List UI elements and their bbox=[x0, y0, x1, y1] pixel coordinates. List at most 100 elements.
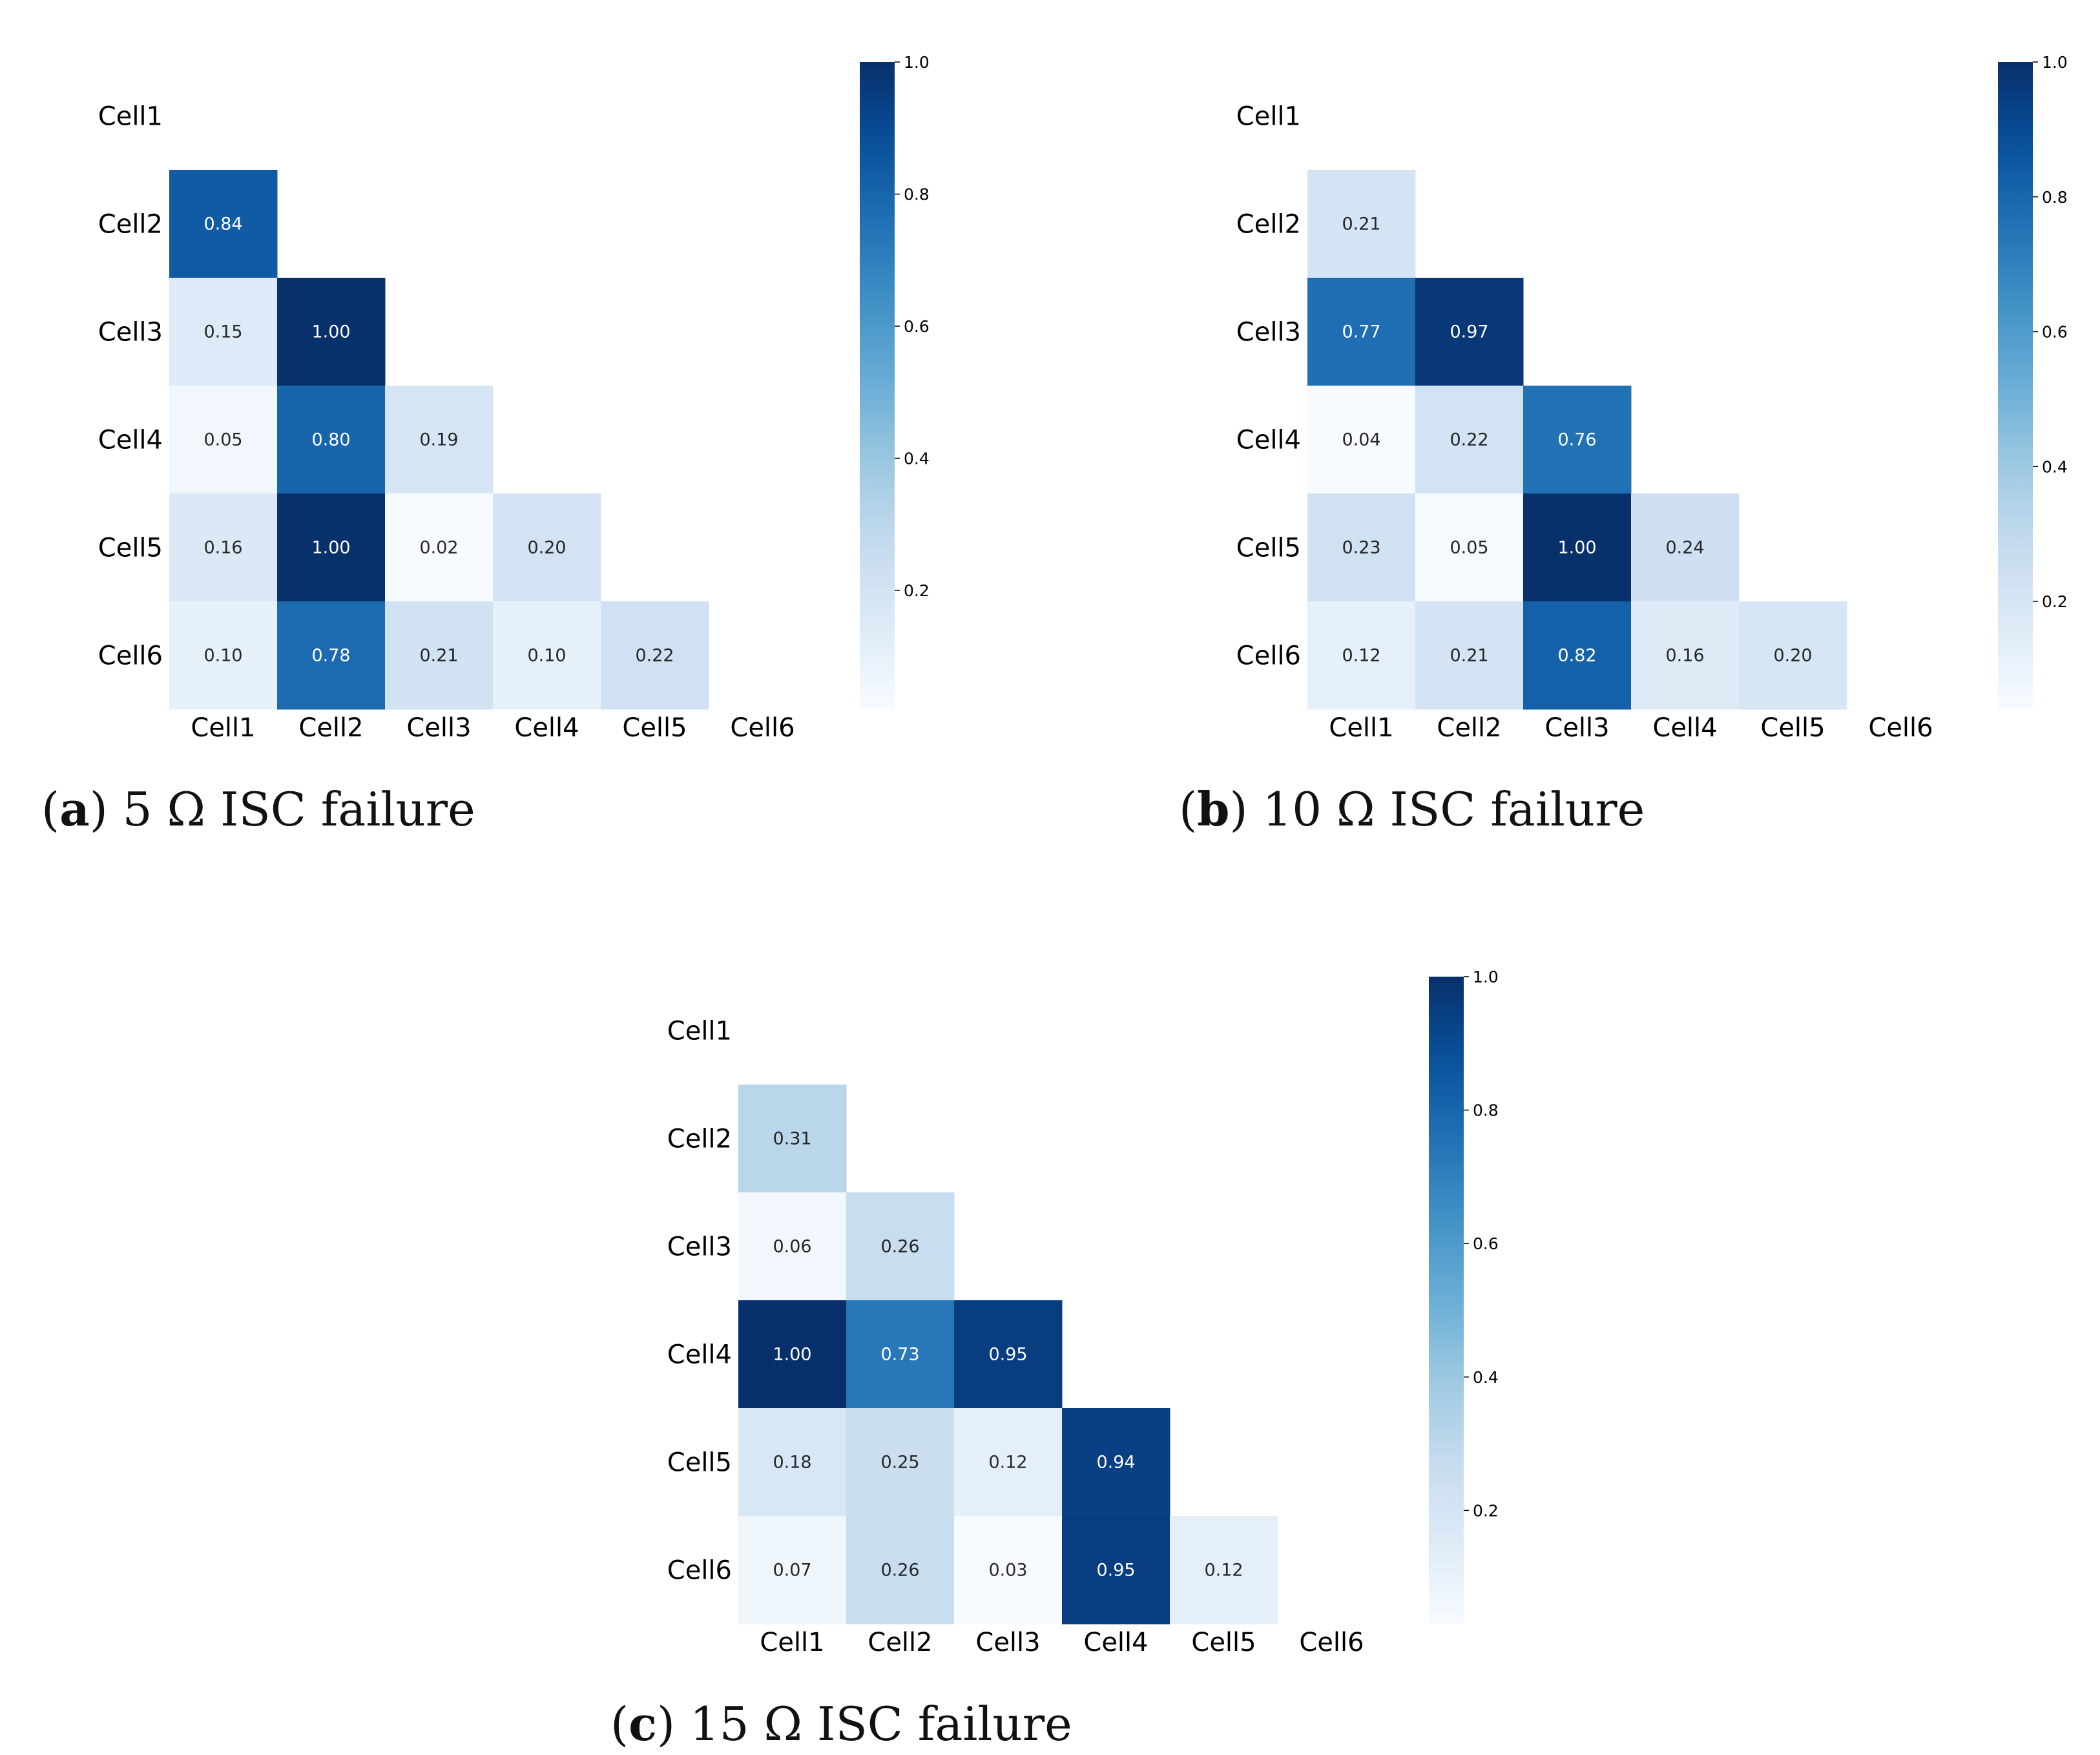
heatmap-c-row-label: Cell2 bbox=[667, 1125, 732, 1154]
caption-c-text: 15 Ω ISC failure bbox=[689, 1697, 1072, 1751]
heatmap-a-cell-value: 0.02 bbox=[419, 538, 458, 558]
heatmap-b-col-label: Cell5 bbox=[1760, 713, 1825, 743]
caption-a: (a) 5 Ω ISC failure bbox=[41, 782, 475, 836]
heatmap-c-cell bbox=[954, 1516, 1063, 1625]
heatmap-a-cell bbox=[169, 278, 278, 386]
heatmap-c-col-label: Cell4 bbox=[1083, 1628, 1148, 1657]
heatmap-a-cell bbox=[277, 278, 386, 386]
colorbar-b-tick-label: 0.2 bbox=[2042, 592, 2068, 611]
heatmap-c-cell bbox=[738, 1192, 847, 1301]
colorbar-a-tick-label: 0.8 bbox=[904, 185, 930, 203]
heatmap-a-cell bbox=[493, 493, 601, 602]
caption-b-letter: b bbox=[1197, 782, 1230, 836]
heatmap-c-cell bbox=[846, 1192, 955, 1301]
heatmap-c-cell-value: 0.31 bbox=[773, 1129, 811, 1149]
heatmap-b-cell-value: 0.24 bbox=[1665, 538, 1704, 558]
heatmap-a-cell-value: 0.80 bbox=[311, 430, 350, 450]
heatmap-a-row-label: Cell4 bbox=[98, 426, 163, 455]
heatmap-c-cell bbox=[1170, 1516, 1278, 1625]
heatmap-a-col-label: Cell2 bbox=[298, 713, 363, 743]
heatmap-a-cell bbox=[169, 493, 278, 602]
heatmap-a-col-label: Cell1 bbox=[191, 713, 255, 743]
heatmap-b-col-label: Cell3 bbox=[1544, 713, 1609, 743]
colorbar-a-tick-label: 0.4 bbox=[904, 449, 930, 468]
heatmap-b-cell-value: 0.22 bbox=[1450, 430, 1488, 450]
heatmap-c-cell-value: 0.25 bbox=[880, 1453, 919, 1473]
heatmap-c-cell bbox=[738, 1300, 847, 1409]
heatmap-c-cell bbox=[846, 1300, 955, 1409]
heatmap-c-cell-value: 0.95 bbox=[988, 1345, 1027, 1365]
colorbar-c-tick-label: 1.0 bbox=[1473, 968, 1499, 986]
caption-a-text: 5 Ω ISC failure bbox=[122, 782, 475, 836]
heatmap-c-cell bbox=[1062, 1408, 1170, 1517]
heatmap-b-cell-value: 0.04 bbox=[1342, 430, 1380, 450]
heatmap-a-cell bbox=[385, 601, 494, 710]
heatmap-b-cell-value: 1.00 bbox=[1557, 538, 1596, 558]
colorbar-a-tick-label: 1.0 bbox=[904, 53, 930, 72]
colorbar-b-tick-label: 0.8 bbox=[2042, 188, 2068, 207]
heatmap-c-row-label: Cell5 bbox=[667, 1448, 732, 1478]
heatmap-a-cell-value: 0.15 bbox=[203, 322, 242, 342]
colorbar-c-gradient bbox=[1429, 977, 1464, 1624]
heatmap-b-col-label: Cell6 bbox=[1868, 713, 1933, 743]
heatmap-b-cell-value: 0.77 bbox=[1342, 322, 1380, 342]
heatmap-c-col-label: Cell2 bbox=[868, 1628, 932, 1657]
colorbar-b: 0.2 0.4 0.6 0.8 1.0 bbox=[1998, 53, 2068, 709]
heatmap-c-cell-value: 0.06 bbox=[773, 1237, 811, 1257]
colorbar-b-tick-label: 0.6 bbox=[2042, 323, 2068, 342]
heatmap-b-cell bbox=[1523, 601, 1632, 710]
colorbar-c-tick-label: 0.4 bbox=[1473, 1368, 1499, 1387]
heatmap-c-col-label: Cell6 bbox=[1299, 1628, 1364, 1657]
heatmap-c-cell bbox=[738, 1085, 847, 1193]
heatmap-b-cell bbox=[1307, 493, 1416, 602]
caption-c-letter: c bbox=[629, 1696, 657, 1751]
heatmap-a-cell-value: 0.16 bbox=[203, 538, 242, 558]
heatmap-c-cell-value: 0.12 bbox=[1204, 1561, 1243, 1581]
heatmap-a-cell-value: 0.20 bbox=[527, 538, 566, 558]
heatmap-b-cell-value: 0.05 bbox=[1450, 538, 1488, 558]
heatmap-b-cell-value: 0.21 bbox=[1342, 214, 1380, 234]
heatmap-c-cell-value: 0.03 bbox=[988, 1561, 1027, 1581]
colorbar-c-tick-label: 0.6 bbox=[1473, 1234, 1499, 1253]
heatmap-a-cell bbox=[169, 601, 278, 710]
heatmap-c-cell-value: 0.07 bbox=[773, 1561, 811, 1581]
heatmap-a-row-label: Cell3 bbox=[98, 318, 163, 348]
heatmap-a-row-label: Cell1 bbox=[98, 102, 163, 132]
colorbar-c-tick-label: 0.2 bbox=[1473, 1501, 1499, 1520]
heatmap-b: 0.21 0.77 0.97 0.04 0.22 0.76 0.23 0.05 1.00 0.24… bbox=[1236, 102, 1933, 743]
heatmap-a-cell bbox=[169, 170, 278, 278]
heatmap-c-row-label: Cell1 bbox=[667, 1017, 732, 1046]
heatmap-b-row-label: Cell3 bbox=[1236, 318, 1301, 348]
heatmap-a-cell-value: 0.84 bbox=[203, 214, 242, 234]
heatmap-c-row-label: Cell6 bbox=[667, 1556, 732, 1586]
caption-c: (c) 15 Ω ISC failure bbox=[610, 1696, 1072, 1751]
heatmap-a-col-label: Cell6 bbox=[730, 713, 795, 743]
heatmap-c-cell bbox=[738, 1516, 847, 1625]
heatmap-c-cell bbox=[846, 1408, 955, 1517]
heatmap-b-cell bbox=[1415, 386, 1524, 494]
heatmap-c-col-label: Cell3 bbox=[975, 1628, 1040, 1657]
heatmap-c-cell bbox=[846, 1516, 955, 1625]
heatmap-b-col-label: Cell2 bbox=[1437, 713, 1501, 743]
heatmap-a-row-label: Cell6 bbox=[98, 641, 163, 671]
heatmap-c-col-label: Cell5 bbox=[1191, 1628, 1256, 1657]
colorbar-a-tick-label: 0.2 bbox=[904, 581, 930, 600]
heatmap-b-cell bbox=[1415, 278, 1524, 386]
heatmap-b-cell bbox=[1739, 601, 1847, 710]
heatmap-a-cell bbox=[385, 493, 494, 602]
heatmap-c-cell-value: 0.26 bbox=[880, 1237, 919, 1257]
heatmap-a-row-label: Cell2 bbox=[98, 210, 163, 240]
heatmap-c-cell-value: 0.73 bbox=[880, 1345, 919, 1365]
colorbar-a-tick-label: 0.6 bbox=[904, 317, 930, 336]
heatmap-a-cell-value: 1.00 bbox=[311, 322, 350, 342]
heatmap-c-cell-value: 1.00 bbox=[773, 1345, 811, 1365]
heatmap-b-cell bbox=[1631, 601, 1740, 710]
heatmap-c: 0.31 0.06 0.26 1.00 0.73 0.95 0.18 0.25 0.12 0.94… bbox=[667, 1017, 1364, 1658]
heatmap-a-cell-value: 1.00 bbox=[311, 538, 350, 558]
heatmap-a-cell bbox=[277, 493, 386, 602]
heatmap-a-cell-value: 0.19 bbox=[419, 430, 458, 450]
heatmap-c-row-label: Cell4 bbox=[667, 1340, 732, 1370]
heatmap-c-cell-value: 0.95 bbox=[1096, 1561, 1135, 1581]
colorbar-b-gradient bbox=[1998, 62, 2033, 709]
heatmap-b-cell-value: 0.82 bbox=[1557, 646, 1596, 666]
